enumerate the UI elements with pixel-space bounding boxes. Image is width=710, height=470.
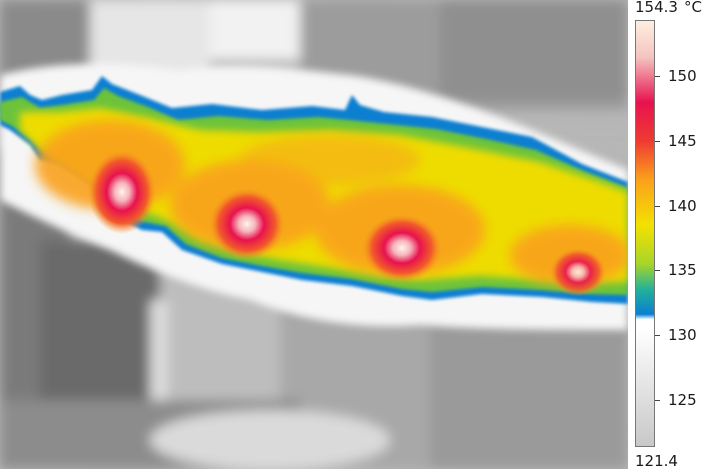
scale-tick-label: 140 (668, 196, 697, 215)
scale-unit: °C (683, 0, 702, 16)
scale-tick-mark (655, 205, 660, 207)
hot-spot-1 (88, 150, 156, 234)
hot-spot-3 (362, 214, 442, 282)
scale-min-label: 121.4 (635, 452, 678, 470)
hot-spot-4 (550, 248, 606, 296)
scale-max-label: 154.3 °C (635, 0, 702, 15)
scale-max-value: 154.3 (635, 0, 678, 16)
scale-tick-label: 125 (668, 391, 697, 410)
hot-spot-2 (209, 188, 285, 260)
temperature-scale: 154.3 °C 150 145 140 135 130 125 121.4 (628, 0, 710, 469)
colorbar (635, 20, 655, 447)
scale-tick-mark (655, 75, 660, 77)
scale-tick-label: 135 (668, 261, 697, 280)
scale-tick-label: 130 (668, 326, 697, 345)
scale-tick-label: 150 (668, 66, 697, 85)
scale-tick-mark (655, 140, 660, 142)
scale-tick-label: 145 (668, 131, 697, 150)
scale-tick-mark (655, 400, 660, 402)
thermal-image (0, 0, 628, 469)
scale-tick-mark (655, 270, 660, 272)
background-structure (0, 0, 628, 469)
scale-tick-mark (655, 335, 660, 337)
